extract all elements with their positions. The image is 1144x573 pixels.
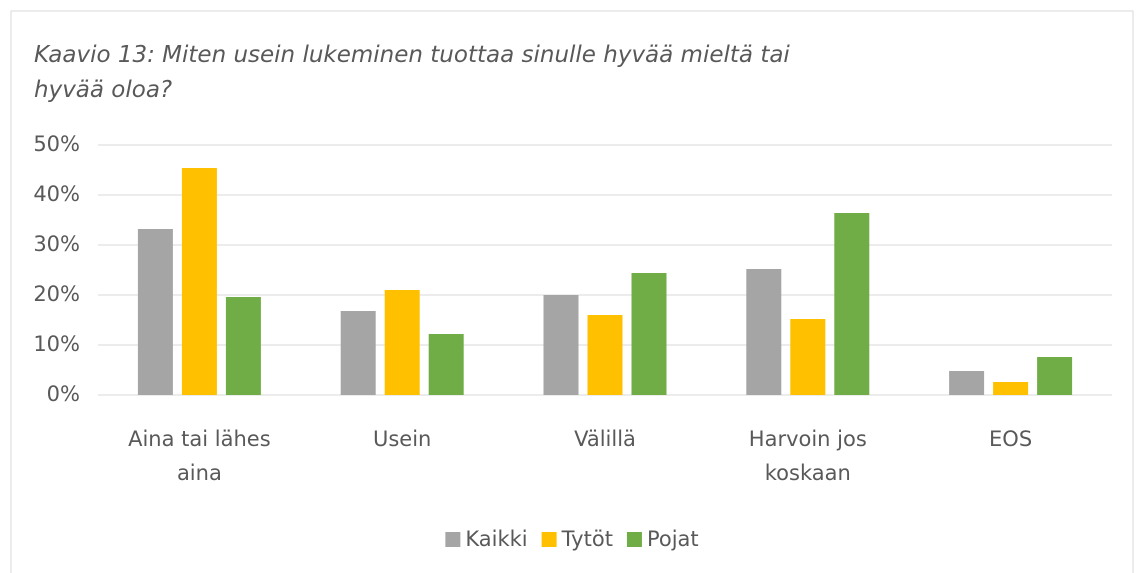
- bar: [746, 269, 782, 395]
- bar: [587, 315, 623, 395]
- x-tick-label: Usein: [372, 427, 432, 451]
- legend-label: Pojat: [647, 527, 699, 551]
- bar: [631, 273, 667, 395]
- bar: [543, 295, 579, 395]
- x-tick-label: EOS: [989, 427, 1033, 451]
- y-tick-label: 50%: [33, 132, 80, 156]
- x-tick-label: Välillä: [574, 427, 636, 451]
- bar: [993, 382, 1029, 395]
- chart-frame: [10, 10, 1134, 573]
- chart-title: Kaavio 13: Miten usein lukeminen tuottaa…: [34, 42, 790, 103]
- bar: [790, 319, 826, 395]
- bar: [384, 290, 420, 395]
- y-tick-label: 10%: [33, 332, 80, 356]
- bar: [1037, 357, 1073, 395]
- bar: [949, 371, 985, 395]
- y-tick-label: 40%: [33, 182, 80, 206]
- legend-swatch: [541, 532, 557, 547]
- y-tick-label: 20%: [33, 282, 80, 306]
- bar: [428, 334, 464, 395]
- x-tick-label: Harvoin jos koskaan: [748, 427, 867, 485]
- bar: [181, 168, 217, 395]
- y-tick-label: 0%: [47, 382, 80, 406]
- legend-label: Tytöt: [561, 527, 613, 551]
- x-tick-label: Aina tai lähes aina: [128, 427, 271, 485]
- bar: [225, 297, 261, 395]
- bar: [834, 213, 870, 395]
- y-tick-label: 30%: [33, 232, 80, 256]
- legend-swatch: [445, 532, 461, 547]
- bar: [340, 311, 376, 395]
- bar: [137, 229, 173, 395]
- legend-label: Kaikki: [465, 527, 527, 551]
- legend-swatch: [626, 532, 642, 547]
